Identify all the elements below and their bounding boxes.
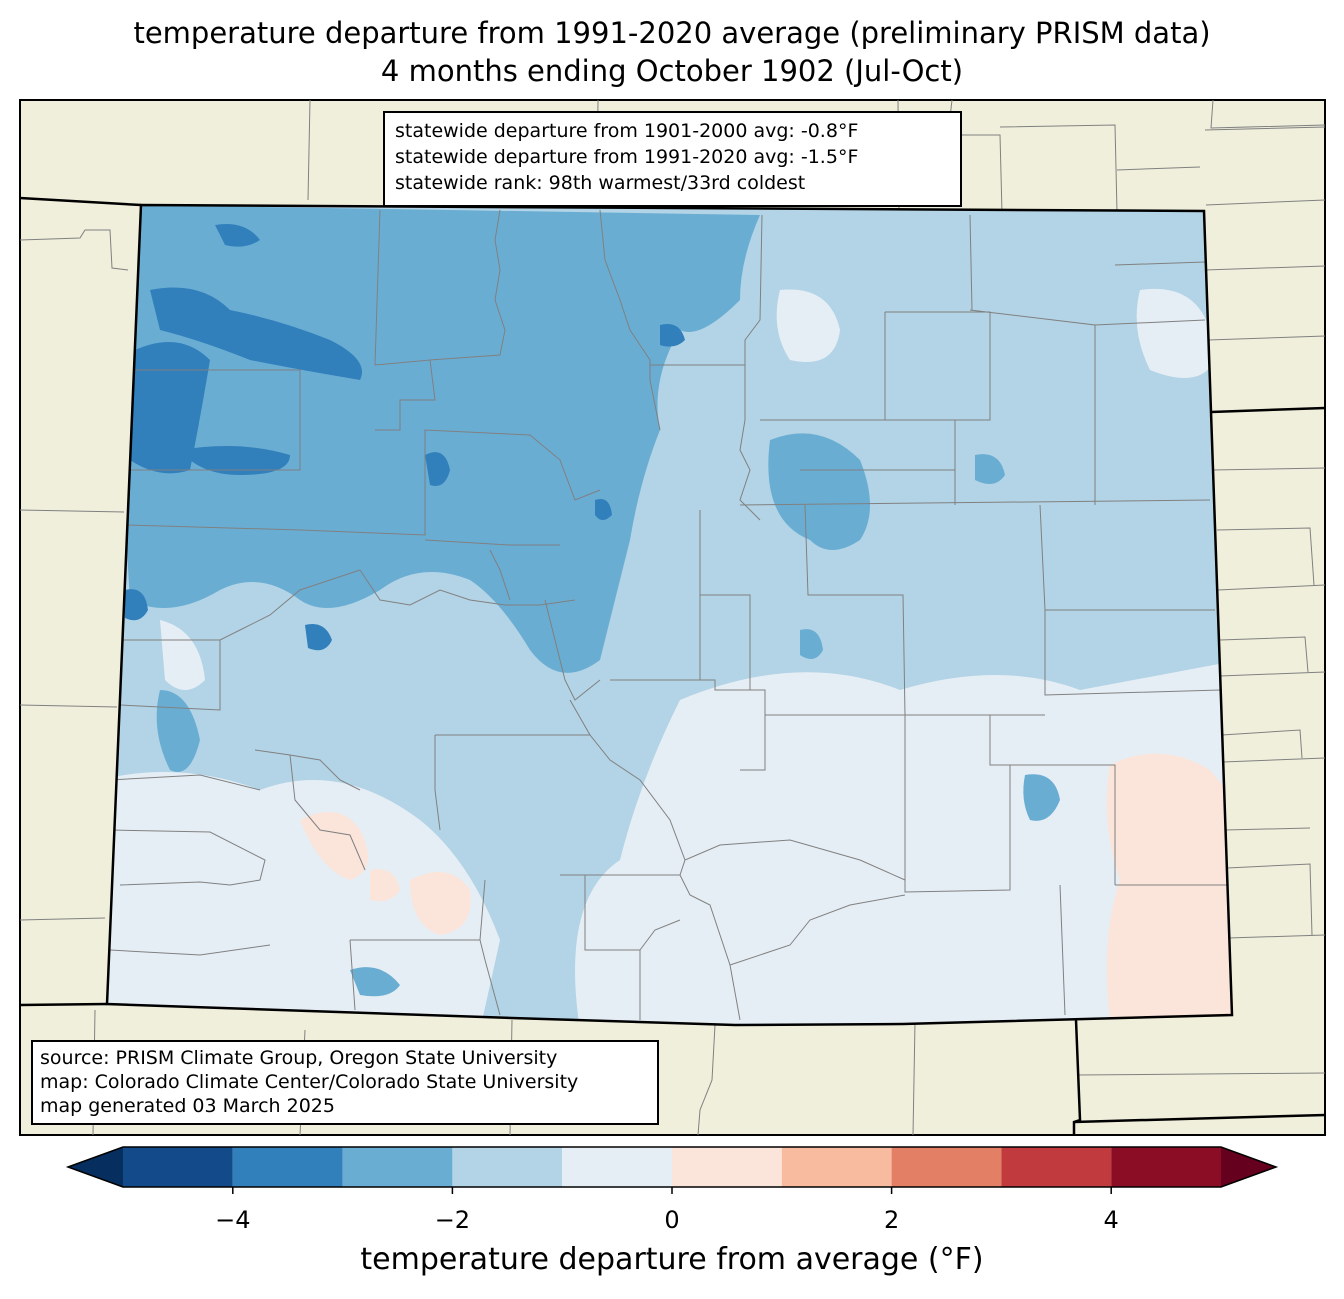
stats-departure-1901-2000: statewide departure from 1901-2000 avg: … [395,120,859,142]
credits-source: source: PRISM Climate Group, Oregon Stat… [40,1047,558,1069]
colorbar-bin [452,1147,563,1187]
colorbar-tick-label: 2 [883,1206,900,1234]
neighbor-state-borders [19,196,1326,1135]
colorbar-tick-label: −4 [215,1206,251,1234]
colorbar-bin [123,1147,233,1187]
colorbar-bin [1111,1147,1221,1187]
map-subtitle: 4 months ending October 1902 (Jul-Oct) [380,54,964,88]
credits-map: map: Colorado Climate Center/Colorado St… [40,1071,579,1093]
colorbar-bin [562,1147,672,1187]
colorbar-bin [342,1147,453,1187]
colorbar-outline [65,1146,1279,1188]
map-title: temperature departure from 1991-2020 ave… [133,16,1211,50]
colorbar-label: temperature departure from average (°F) [360,1242,984,1277]
colorbar-tick-label: 4 [1103,1206,1119,1234]
colorbar-tick-label: 0 [664,1206,680,1234]
colorbar-over-arrow [1221,1147,1276,1187]
temperature-field [107,205,1232,1025]
colorbar [65,1146,1279,1194]
credits-box: source: PRISM Climate Group, Oregon Stat… [31,1040,659,1125]
colorbar-bin [672,1147,782,1187]
colorbar-tick-label: −2 [434,1206,471,1234]
colorbar-bin [1001,1147,1112,1187]
colorado-state-border [105,203,1234,1027]
colorbar-bin [781,1147,892,1187]
stats-rank: statewide rank: 98th warmest/33rd coldes… [395,172,806,194]
colorbar-bin [232,1147,343,1187]
colorbar-bin [891,1147,1002,1187]
stats-departure-1991-2020: statewide departure from 1991-2020 avg: … [395,146,859,168]
statewide-stats-box: statewide departure from 1901-2000 avg: … [383,111,962,207]
colorbar-under-arrow [68,1147,123,1187]
credits-generated: map generated 03 March 2025 [40,1095,335,1117]
county-lines [109,209,1228,1021]
